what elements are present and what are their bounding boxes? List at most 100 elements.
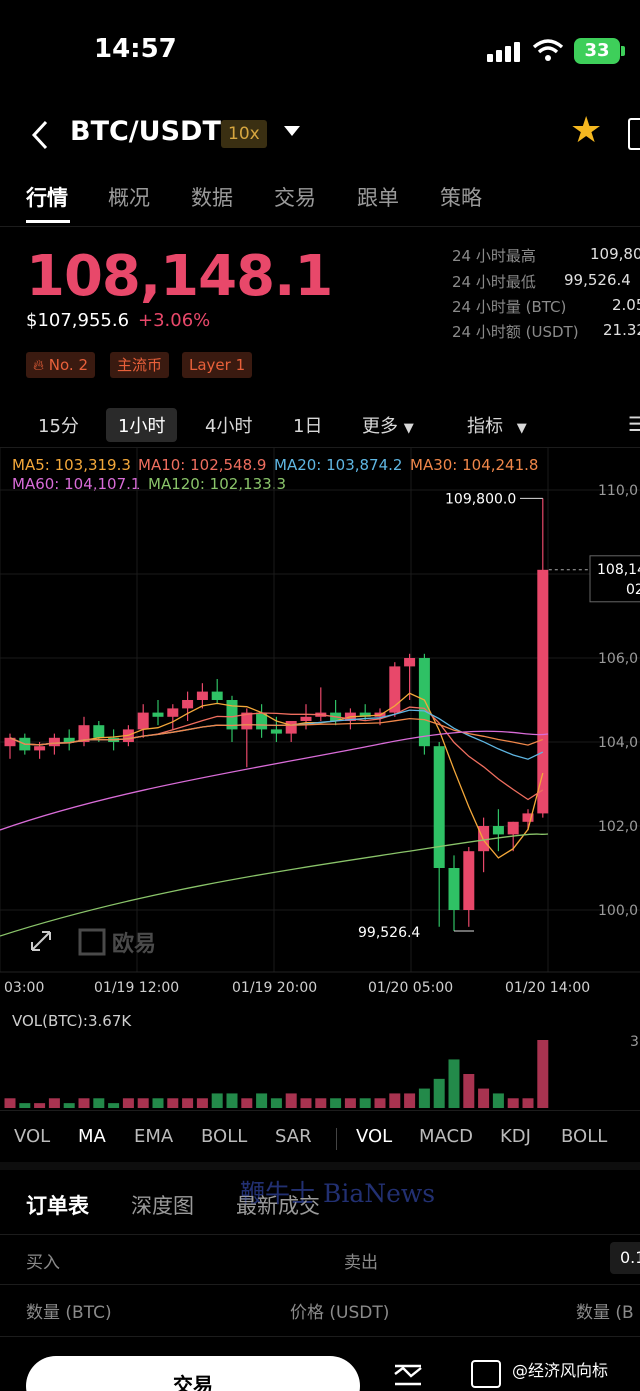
candle-body [137, 712, 149, 730]
candle-body [48, 737, 60, 747]
expand-icon [31, 931, 51, 951]
ind-sar[interactable]: SAR [275, 1126, 312, 1147]
candle-body [4, 737, 16, 747]
tab-order-book[interactable]: 订单表 [26, 1194, 89, 1218]
candle-body [300, 716, 312, 721]
volume-bar [359, 1098, 371, 1108]
candle-body [418, 658, 430, 747]
candle-body [152, 712, 164, 717]
y-tick-label: 106,0 [598, 651, 638, 667]
indicator-menu[interactable]: 指标 ▼ [467, 412, 527, 438]
divider [0, 1336, 640, 1337]
tab-data[interactable]: 数据 [191, 186, 233, 210]
tab-strategy[interactable]: 策略 [440, 186, 482, 210]
volume-bar [196, 1098, 208, 1108]
orderbook-layout-icon[interactable] [393, 1360, 423, 1388]
tab-trade[interactable]: 交易 [274, 186, 316, 210]
ind-boll-sub[interactable]: BOLL [561, 1126, 608, 1147]
tab-underline [26, 220, 70, 223]
volume-bar [122, 1098, 134, 1108]
price-change: +3.06% [138, 310, 211, 331]
candle-body [522, 813, 534, 822]
candle-body [241, 712, 253, 730]
ind-kdj[interactable]: KDJ [500, 1126, 531, 1147]
ma-line-30 [9, 717, 544, 746]
qty-header-right: 数量 (B [576, 1303, 634, 1323]
x-tick-label: 01/20 14:00 [505, 980, 590, 996]
ind-boll[interactable]: BOLL [201, 1126, 248, 1147]
stat-label-vol: 24 小时量 (BTC) [452, 298, 567, 316]
decimal-selector[interactable]: 0.1 [610, 1242, 640, 1274]
share-icon[interactable] [628, 118, 640, 150]
indicator-divider [336, 1128, 337, 1150]
interval-1d[interactable]: 1日 [293, 416, 323, 437]
document-icon[interactable] [471, 1360, 501, 1388]
pair-title[interactable]: BTC/USDT [70, 116, 221, 147]
interval-1h[interactable]: 1小时 [106, 408, 178, 442]
stat-value-amount: 21.32 [603, 321, 640, 339]
candle-body [404, 658, 416, 667]
volume-label: VOL(BTC):3.67K [12, 1012, 132, 1030]
signal-icon [487, 40, 523, 62]
interval-4h[interactable]: 4小时 [205, 416, 253, 437]
divider [0, 226, 640, 227]
candle-body [196, 691, 208, 700]
tab-market[interactable]: 行情 [26, 186, 68, 210]
trade-button[interactable]: 交易 [26, 1356, 360, 1391]
battery-tip [621, 46, 625, 56]
volume-bar [108, 1103, 120, 1108]
rank-badge-label: No. 2 [48, 356, 89, 374]
candle-body [34, 746, 46, 751]
volume-bar [418, 1088, 430, 1108]
okx-logo-text: 欧易 [112, 931, 156, 957]
ind-vol[interactable]: VOL [14, 1126, 51, 1147]
candle-body [448, 868, 460, 910]
volume-bar [182, 1098, 194, 1108]
star-icon[interactable]: ★ [570, 110, 603, 151]
okx-logo-icon [78, 928, 106, 956]
volume-bar [463, 1074, 475, 1108]
status-time: 14:57 [94, 34, 177, 64]
sell-label: 卖出 [344, 1253, 378, 1273]
indicator-menu-label: 指标 [467, 416, 503, 437]
book-tabs: 订单表 深度图 最新成交 [0, 1186, 640, 1236]
price-chart[interactable]: 110,0 106,0 104,0 102,0 100,0 03:00 01/19 12:0… [0, 448, 640, 1008]
volume-bar [34, 1103, 46, 1108]
header: BTC/USDT 10x ★ [0, 110, 640, 160]
candle-body [507, 821, 519, 835]
ind-macd[interactable]: MACD [419, 1126, 473, 1147]
category-badge[interactable]: 主流币 [110, 352, 170, 378]
layer-badge[interactable]: Layer 1 [182, 352, 253, 378]
ind-ema[interactable]: EMA [134, 1126, 174, 1147]
last-price-tag-sub: 02 [626, 582, 640, 598]
volume-bar [241, 1098, 253, 1108]
y-tick-label: 102,0 [598, 819, 638, 835]
last-price-tag-text: 108,14 [597, 562, 640, 578]
volume-bar [63, 1103, 75, 1108]
volume-bar [389, 1093, 401, 1108]
x-tick-label: 01/19 20:00 [232, 980, 317, 996]
back-arrow-icon[interactable] [28, 118, 52, 152]
tab-recent-trades[interactable]: 最新成交 [236, 1194, 320, 1218]
interval-15m[interactable]: 15分 [38, 416, 79, 437]
candle-body [433, 746, 445, 868]
tab-depth[interactable]: 深度图 [131, 1194, 194, 1218]
y-tick-label: 110,0 [598, 483, 638, 499]
low-label: 99,526.4 [358, 925, 420, 941]
interval-more[interactable]: 更多 ▼ [362, 412, 414, 438]
rank-badge[interactable]: 🔥︎ No. 2 [26, 352, 96, 378]
tab-copy[interactable]: 跟单 [357, 186, 399, 210]
volume-bar [507, 1098, 519, 1108]
settings-icon[interactable]: ☰ [628, 412, 640, 436]
tab-overview[interactable]: 概况 [108, 186, 150, 210]
chevron-down-icon[interactable] [284, 126, 300, 136]
volume-bar [433, 1078, 445, 1108]
ind-vol-sub[interactable]: VOL [356, 1126, 393, 1147]
volume-bar [270, 1098, 282, 1108]
volume-bar [478, 1088, 490, 1108]
candle-body [463, 851, 475, 910]
ind-ma[interactable]: MA [78, 1126, 106, 1147]
divider [0, 1234, 640, 1235]
volume-bar [48, 1098, 60, 1108]
volume-bar [19, 1103, 31, 1108]
